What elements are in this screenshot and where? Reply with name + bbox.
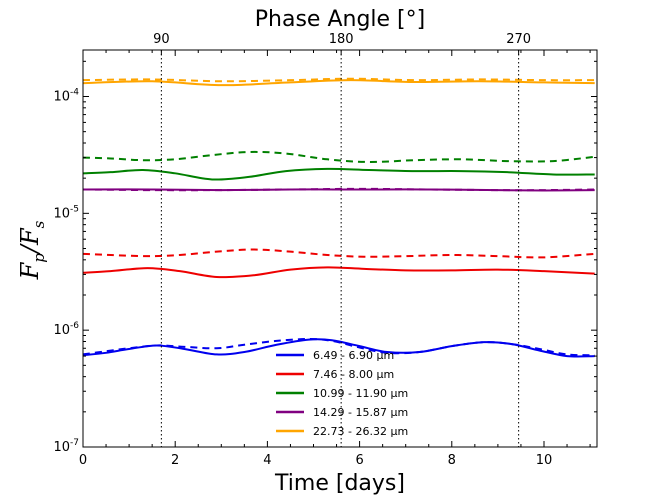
y-axis-label: Fp/Fs xyxy=(16,220,48,280)
plot-lines xyxy=(82,77,595,358)
series-1-dashed-line xyxy=(82,248,595,259)
x-axis-ticks: 0 2 4 6 8 10 xyxy=(79,50,591,468)
legend-label-1: 7.46 - 8.00 μm xyxy=(313,368,394,381)
x-tick-label: 0 xyxy=(79,453,87,468)
chart-title: Phase Angle [°] xyxy=(255,7,425,32)
legend-label-3: 14.29 - 15.87 μm xyxy=(313,406,408,419)
series-2-dashed-line xyxy=(82,150,595,164)
y-tick-label: 10-7 xyxy=(53,438,79,455)
top-tick-label: 270 xyxy=(506,32,531,47)
series-0-solid-line xyxy=(82,338,595,358)
x-tick-label: 10 xyxy=(536,453,553,468)
y-tick-label: 10-4 xyxy=(53,87,79,104)
series-1-solid-line xyxy=(82,266,595,279)
legend-label-4: 22.73 - 26.32 μm xyxy=(313,425,408,438)
top-tick-label: 90 xyxy=(153,32,170,47)
y-axis-ticks: 10-7 10-6 10-5 10-4 xyxy=(53,60,597,455)
x-tick-label: 4 xyxy=(263,453,271,468)
y-tick-label: 10-5 xyxy=(53,204,79,221)
series-4-dashed-line xyxy=(82,77,595,83)
x-tick-label: 2 xyxy=(171,453,179,468)
legend: 6.49 - 6.90 μm 7.46 - 8.00 μm 10.99 - 11.9… xyxy=(276,349,408,438)
x-tick-label: 6 xyxy=(355,453,363,468)
legend-label-2: 10.99 - 11.90 μm xyxy=(313,387,408,400)
x-axis-label: Time [days] xyxy=(274,471,405,496)
top-tick-label: 180 xyxy=(329,32,354,47)
series-3-solid-line xyxy=(82,188,595,192)
legend-label-0: 6.49 - 6.90 μm xyxy=(313,349,394,362)
svg-text:Fp/Fs: Fp/Fs xyxy=(16,220,48,280)
y-tick-label: 10-6 xyxy=(53,321,79,338)
series-2-solid-line xyxy=(82,167,595,181)
series-4-solid-line xyxy=(82,79,595,87)
x-tick-label: 8 xyxy=(448,453,456,468)
top-axis-ticks: 90 180 270 xyxy=(153,32,531,55)
